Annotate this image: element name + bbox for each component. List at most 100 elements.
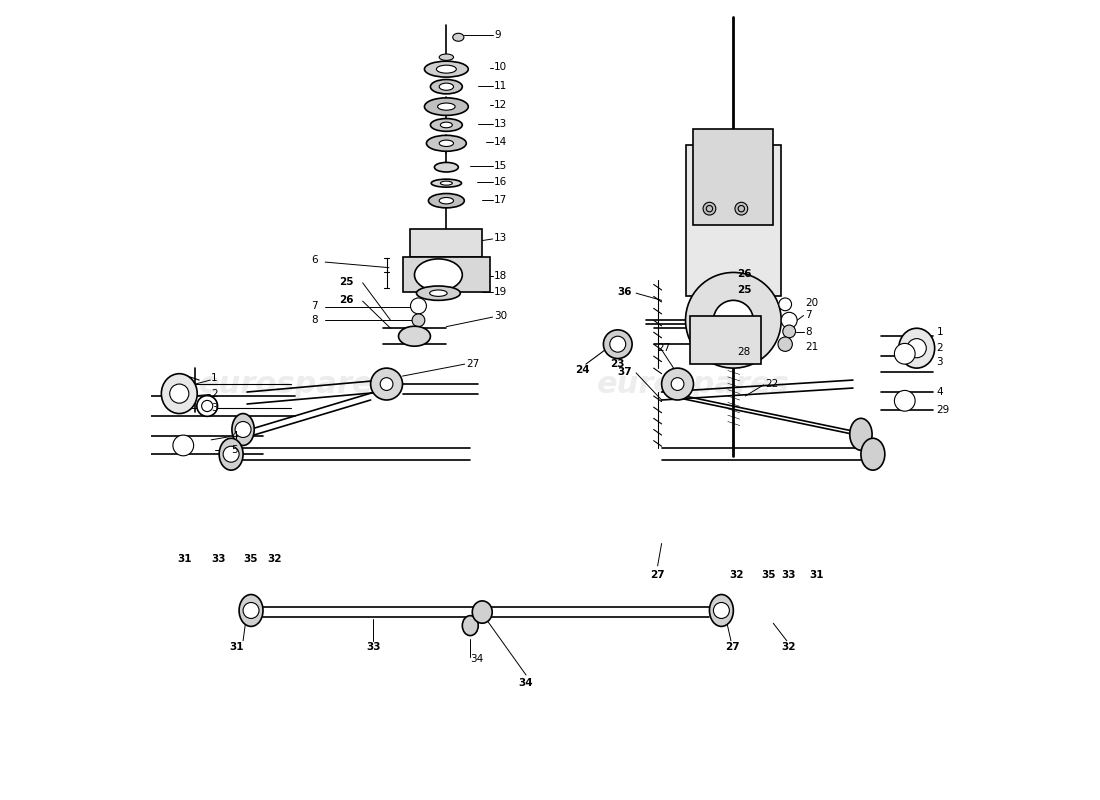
Circle shape	[894, 390, 915, 411]
Text: 8: 8	[805, 327, 812, 338]
Circle shape	[243, 602, 258, 618]
Text: 6: 6	[311, 255, 318, 266]
Ellipse shape	[417, 286, 460, 300]
Text: 13: 13	[494, 233, 507, 243]
Circle shape	[201, 400, 212, 411]
Text: 12: 12	[494, 100, 507, 110]
Circle shape	[778, 337, 792, 351]
Bar	[690, 316, 761, 364]
Circle shape	[173, 435, 194, 456]
Ellipse shape	[415, 259, 462, 290]
Circle shape	[235, 422, 251, 438]
Text: 29: 29	[937, 405, 950, 414]
Ellipse shape	[219, 438, 243, 470]
Ellipse shape	[425, 98, 469, 115]
Text: 26: 26	[339, 295, 353, 306]
Text: 9: 9	[494, 30, 501, 40]
Ellipse shape	[430, 79, 462, 94]
Ellipse shape	[440, 181, 452, 185]
Text: 21: 21	[805, 342, 818, 351]
Text: 5: 5	[231, 446, 238, 455]
Text: 24: 24	[575, 365, 590, 374]
Text: 4: 4	[231, 431, 238, 441]
Text: 3: 3	[937, 357, 944, 366]
Text: 2: 2	[211, 389, 218, 398]
Text: 10: 10	[494, 62, 507, 72]
Circle shape	[609, 336, 626, 352]
Circle shape	[783, 325, 795, 338]
Text: 16: 16	[494, 178, 507, 187]
Text: 34: 34	[471, 654, 484, 664]
Ellipse shape	[439, 140, 453, 146]
Text: 17: 17	[494, 195, 507, 205]
Circle shape	[661, 368, 693, 400]
Text: eurospares: eurospares	[597, 370, 790, 398]
Ellipse shape	[439, 198, 453, 204]
Ellipse shape	[438, 103, 455, 110]
Text: 7: 7	[805, 310, 812, 320]
Circle shape	[894, 343, 915, 364]
Text: 19: 19	[494, 287, 507, 298]
Ellipse shape	[472, 601, 492, 623]
Text: 11: 11	[494, 81, 507, 91]
Text: 8: 8	[311, 315, 318, 326]
Ellipse shape	[427, 135, 466, 151]
Circle shape	[169, 384, 189, 403]
Bar	[403, 257, 491, 292]
Ellipse shape	[162, 374, 197, 414]
Text: 3: 3	[211, 403, 218, 413]
Circle shape	[738, 206, 745, 212]
Text: 35: 35	[243, 554, 257, 565]
Ellipse shape	[439, 54, 453, 60]
Ellipse shape	[453, 34, 464, 42]
Ellipse shape	[899, 328, 935, 368]
Circle shape	[703, 202, 716, 215]
Circle shape	[714, 602, 729, 618]
Ellipse shape	[724, 137, 744, 145]
Text: 25: 25	[737, 285, 751, 295]
Circle shape	[604, 330, 632, 358]
Text: 27: 27	[725, 642, 740, 652]
Text: 36: 36	[618, 287, 632, 298]
Text: 33: 33	[366, 642, 381, 652]
Text: 37: 37	[618, 367, 632, 377]
Text: 32: 32	[729, 570, 744, 580]
Circle shape	[671, 378, 684, 390]
Ellipse shape	[430, 118, 462, 131]
Text: 22: 22	[766, 379, 779, 389]
Bar	[685, 145, 781, 296]
Text: 4: 4	[937, 387, 944, 397]
Text: 18: 18	[494, 270, 507, 281]
Circle shape	[735, 202, 748, 215]
Text: 35: 35	[761, 570, 776, 580]
Circle shape	[779, 298, 792, 310]
Text: 2: 2	[937, 343, 944, 353]
Text: 14: 14	[494, 138, 507, 147]
Bar	[693, 129, 773, 225]
Ellipse shape	[239, 594, 263, 626]
Text: 26: 26	[737, 269, 751, 279]
Ellipse shape	[710, 594, 734, 626]
Text: 31: 31	[177, 554, 191, 565]
Circle shape	[714, 300, 754, 340]
Text: 34: 34	[518, 678, 532, 688]
Ellipse shape	[398, 326, 430, 346]
Circle shape	[381, 378, 393, 390]
Text: 33: 33	[211, 554, 226, 565]
Text: 27: 27	[650, 570, 664, 580]
Text: 23: 23	[609, 359, 625, 369]
Ellipse shape	[434, 162, 459, 172]
Circle shape	[371, 368, 403, 400]
Ellipse shape	[462, 616, 478, 635]
Ellipse shape	[232, 414, 254, 446]
Circle shape	[410, 298, 427, 314]
Ellipse shape	[430, 290, 448, 296]
Text: 27: 27	[658, 343, 671, 353]
Circle shape	[706, 206, 713, 212]
Circle shape	[197, 396, 218, 416]
Circle shape	[781, 312, 798, 328]
Text: 30: 30	[494, 311, 507, 322]
Text: 15: 15	[494, 162, 507, 171]
Text: 1: 1	[211, 374, 218, 383]
Text: 20: 20	[805, 298, 818, 308]
